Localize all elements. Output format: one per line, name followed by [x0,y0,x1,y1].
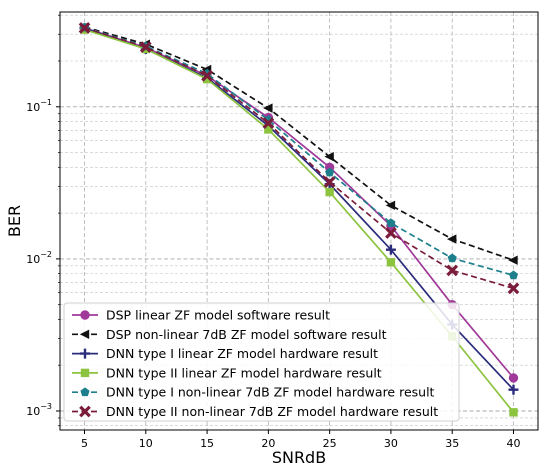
data-point [264,125,273,134]
legend-label: DNN type I linear ZF model hardware resu… [106,346,378,361]
legend-marker [80,348,91,359]
marker-stroke [262,117,275,130]
legend-label: DSP linear ZF model software result [106,308,330,323]
data-point [446,264,459,277]
data-point [78,22,91,34]
legend-box [63,302,460,422]
data-point [325,167,335,177]
data-point [325,187,334,197]
x-tick-label: 40 [506,437,520,450]
series-line [84,27,515,379]
legend-item-2: DSP non-linear 7dB ZF model software res… [72,327,387,342]
x-tick-label: 10 [139,437,153,450]
data-point [386,258,396,267]
marker-stroke [385,227,397,239]
data-point [508,270,519,280]
y-tick-label: 10−1 [26,98,52,114]
legend-item-6: DNN type II non-linear 7dB ZF model hard… [72,404,438,419]
series-line [84,26,514,262]
legend-label: DNN type II linear ZF model hardware res… [106,365,382,380]
x-tick-label: 30 [384,437,398,450]
data-point [385,244,396,255]
series-6 [78,22,520,295]
marker-stroke [79,405,91,418]
legend-marker [80,368,90,378]
legend-marker [79,329,90,339]
x-tick-label: 5 [81,437,88,450]
data-point [508,384,519,395]
plot-frame [59,11,539,431]
data-point [385,227,397,239]
data-point [262,117,275,130]
x-tick-label: 35 [445,437,459,450]
data-point [201,69,213,82]
data-point [507,282,520,295]
legend-label: DNN type I non-linear 7dB ZF model hardw… [106,385,435,400]
legend-marker [80,310,90,320]
legend-marker [80,387,90,397]
data-point [447,253,457,263]
x-tick-label: 15 [200,437,214,450]
data-point [386,218,396,227]
data-point [139,41,152,53]
legend-item-4: DNN type II linear ZF model hardware res… [72,365,382,380]
data-point [508,373,519,383]
marker-stroke [323,176,336,188]
marker-stroke [139,41,152,53]
data-point [508,255,518,265]
data-point [447,234,457,244]
data-point [202,74,212,84]
y-tick-label: 10−2 [26,250,52,266]
series-line [84,27,514,290]
x-axis-label: SNRdB [272,448,326,467]
marker-stroke [201,69,213,82]
x-tick-label: 25 [323,437,337,450]
data-point [263,103,273,113]
series-line [84,26,514,277]
legend-label: DNN type II non-linear 7dB ZF model hard… [106,404,438,419]
data-point [324,151,334,162]
data-point [323,176,336,188]
data-point [385,200,396,211]
marker-stroke [446,264,459,277]
legend-marker [79,405,91,418]
y-axis-label: BER [5,205,24,237]
legend-item-5: DNN type I non-linear 7dB ZF model hardw… [72,385,435,400]
legend-item-1: DSP linear ZF model software result [72,308,330,323]
marker-stroke [78,22,91,34]
marker-stroke [507,282,520,295]
legend: DSP linear ZF model software result DSP n… [63,302,460,422]
ticks: 5 10 15 20 25 30 35 40 10−1 10−2 10−3 [26,14,520,450]
y-tick-label: 10−3 [26,402,52,418]
series-layer [78,22,520,417]
x-tick-label: 20 [261,437,275,450]
legend-label: DSP non-linear 7dB ZF model software res… [106,327,387,342]
legend-item-3: DNN type I linear ZF model hardware resu… [72,346,378,361]
data-point [509,408,518,417]
